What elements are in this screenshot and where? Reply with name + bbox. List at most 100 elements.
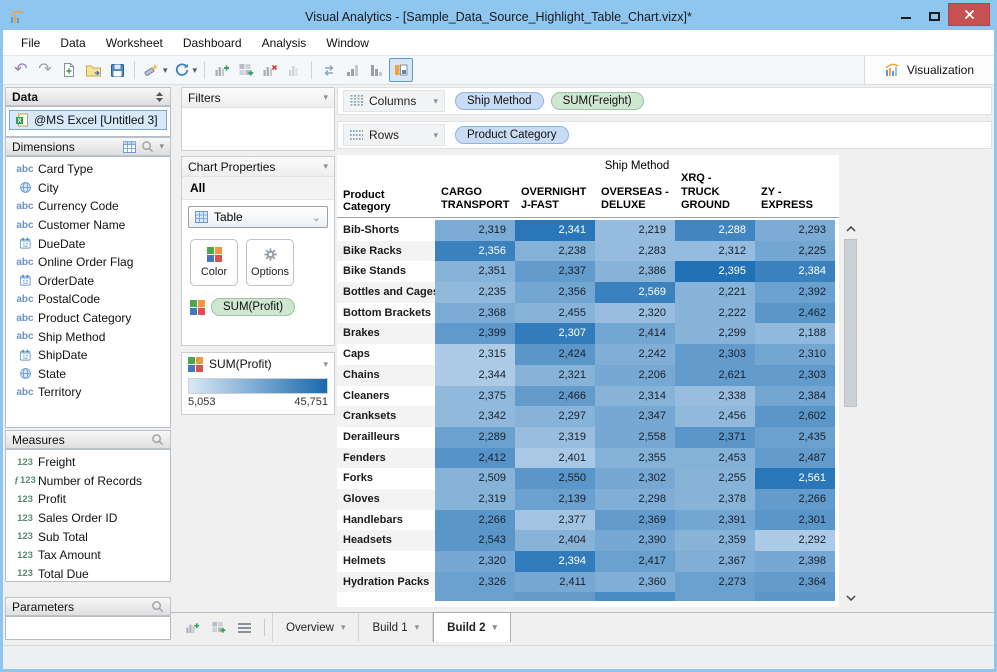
cell-gloves-col3[interactable]: 2,298: [595, 488, 675, 510]
cell-forks-col3[interactable]: 2,302: [595, 468, 675, 489]
field-shipdate[interactable]: 12 ShipDate: [6, 346, 170, 365]
cell-cleaners-col4[interactable]: 2,338: [675, 385, 755, 407]
new-worksheet-button[interactable]: [210, 58, 234, 82]
cell-handlebars-col5[interactable]: 2,301: [755, 509, 835, 531]
cell-helmets-col4[interactable]: 2,367: [675, 551, 755, 572]
pill-ship-method[interactable]: Ship Method: [455, 92, 544, 110]
cell-brakes-col1[interactable]: 2,399: [435, 323, 515, 345]
row-label-bike-stands[interactable]: Bike Stands: [337, 261, 435, 283]
field-online-order-flag[interactable]: abc Online Order Flag: [6, 253, 170, 272]
cell-bike-stands-col2[interactable]: 2,337: [515, 261, 595, 283]
field-sub-total[interactable]: 123 Sub Total: [6, 527, 170, 546]
cell-gloves-col5[interactable]: 2,266: [755, 488, 835, 510]
save-button[interactable]: [105, 58, 129, 82]
cell-bottom-brackets-col2[interactable]: 2,455: [515, 302, 595, 324]
search-icon[interactable]: [151, 600, 164, 613]
sheet-list-button[interactable]: [231, 613, 257, 642]
field-state[interactable]: State: [6, 365, 170, 384]
cell-cranksets-col3[interactable]: 2,347: [595, 406, 675, 427]
new-dashboard-tab-button[interactable]: [205, 613, 231, 642]
cell-bike-stands-col4[interactable]: 2,395: [675, 261, 755, 283]
cell-bib-shorts-col1[interactable]: 2,319: [435, 220, 515, 241]
refresh-caret-icon[interactable]: ▾: [192, 64, 198, 75]
cell-forks-col2[interactable]: 2,550: [515, 468, 595, 489]
format-wand-caret-icon[interactable]: ▾: [163, 64, 168, 75]
view-as-table-icon[interactable]: [123, 140, 137, 153]
rows-shelf-label[interactable]: Rows ▾: [343, 124, 445, 146]
options-button[interactable]: Options: [246, 239, 294, 286]
cell-headsets-col2[interactable]: 2,404: [515, 530, 595, 551]
cell-bottom-brackets-col3[interactable]: 2,320: [595, 302, 675, 324]
row-label-caps[interactable]: Caps: [337, 344, 435, 365]
delete-sheet-button[interactable]: [258, 58, 282, 82]
color-button[interactable]: Color: [190, 239, 238, 286]
cell-chains-col3[interactable]: 2,206: [595, 364, 675, 386]
field-profit[interactable]: 123 Profit: [6, 490, 170, 509]
row-label-bike-racks[interactable]: Bike Racks: [337, 240, 435, 262]
scroll-up-button[interactable]: [843, 222, 859, 235]
cell-bike-stands-col3[interactable]: 2,386: [595, 261, 675, 283]
cell-hydration-packs-col5[interactable]: 2,364: [755, 571, 835, 593]
undo-button[interactable]: ↶: [9, 58, 33, 82]
cell-brakes-col4[interactable]: 2,299: [675, 323, 755, 345]
field-orderdate[interactable]: 12 OrderDate: [6, 272, 170, 291]
menu-item-worksheet[interactable]: Worksheet: [105, 35, 163, 50]
cell-headsets-col3[interactable]: 2,390: [595, 530, 675, 551]
column-header-overnight-j-fast[interactable]: OVERNIGHT J-FAST: [521, 185, 587, 212]
cell-bike-stands-col5[interactable]: 2,384: [755, 261, 835, 283]
cell-fenders-col1[interactable]: 2,412: [435, 447, 515, 469]
cell-derailleurs-col1[interactable]: 2,289: [435, 426, 515, 448]
cell-bike-stands-col1[interactable]: 2,351: [435, 261, 515, 283]
field-city[interactable]: City: [6, 179, 170, 198]
chevron-down-icon[interactable]: ▾: [492, 622, 498, 632]
cell-handlebars-col2[interactable]: 2,377: [515, 509, 595, 531]
row-label-hydration-packs[interactable]: Hydration Packs: [337, 571, 435, 593]
minimize-button[interactable]: [892, 3, 920, 27]
sort-descending-button[interactable]: [365, 58, 389, 82]
cell-helmets-col3[interactable]: 2,417: [595, 551, 675, 572]
row-label-gloves[interactable]: Gloves: [337, 488, 435, 510]
cell-hydration-packs-col3[interactable]: 2,360: [595, 571, 675, 593]
cell-bib-shorts-col4[interactable]: 2,288: [675, 220, 755, 241]
field-territory[interactable]: abc Territory: [6, 383, 170, 402]
cell-chains-col4[interactable]: 2,621: [675, 364, 755, 386]
cell-derailleurs-col5[interactable]: 2,435: [755, 426, 835, 448]
chevron-down-icon[interactable]: ▾: [323, 161, 328, 171]
tab-overview[interactable]: Overview ▾: [272, 613, 360, 642]
refresh-button[interactable]: [170, 58, 194, 82]
cell-fenders-col2[interactable]: 2,401: [515, 447, 595, 469]
pill-sum-freight[interactable]: SUM(Freight): [550, 92, 644, 110]
visualization-toggle[interactable]: Visualization: [863, 56, 994, 84]
cell-gloves-col1[interactable]: 2,319: [435, 488, 515, 510]
columns-shelf-label[interactable]: Columns ▾: [343, 90, 445, 112]
cell-cranksets-col4[interactable]: 2,456: [675, 406, 755, 427]
row-label-derailleurs[interactable]: Derailleurs: [337, 426, 435, 448]
menu-item-dashboard[interactable]: Dashboard: [182, 35, 242, 50]
cell-cleaners-col5[interactable]: 2,384: [755, 385, 835, 407]
cell-bottles-and-cages-col1[interactable]: 2,235: [435, 282, 515, 303]
cell-forks-col5[interactable]: 2,561: [755, 468, 835, 489]
swap-axes-button[interactable]: [317, 58, 341, 82]
row-label-brakes[interactable]: Brakes: [337, 323, 435, 345]
cell-bib-shorts-col2[interactable]: 2,341: [515, 220, 595, 241]
cell-forks-col1[interactable]: 2,509: [435, 468, 515, 489]
cell-bib-shorts-col5[interactable]: 2,293: [755, 220, 835, 241]
cell-caps-col2[interactable]: 2,424: [515, 344, 595, 365]
cell-gloves-col2[interactable]: 2,139: [515, 488, 595, 510]
close-button[interactable]: [948, 3, 990, 26]
chart-type-dropdown[interactable]: Table ⌄: [188, 206, 328, 228]
column-header-overseas-deluxe[interactable]: OVERSEAS - DELUXE: [601, 185, 669, 212]
cell-headsets-col4[interactable]: 2,359: [675, 530, 755, 551]
cell-caps-col4[interactable]: 2,303: [675, 344, 755, 365]
cell-hydration-packs-col4[interactable]: 2,273: [675, 571, 755, 593]
cell-helmets-col5[interactable]: 2,398: [755, 551, 835, 572]
row-label-headsets[interactable]: Headsets: [337, 530, 435, 551]
scrollbar-thumb[interactable]: [844, 239, 857, 407]
cell-chains-col5[interactable]: 2,303: [755, 364, 835, 386]
new-dashboard-button[interactable]: [234, 58, 258, 82]
search-icon[interactable]: [141, 140, 154, 153]
cell-cranksets-col5[interactable]: 2,602: [755, 406, 835, 427]
tab-build-1[interactable]: Build 1 ▾: [359, 613, 434, 642]
cell-derailleurs-col3[interactable]: 2,558: [595, 426, 675, 448]
pill-product-category[interactable]: Product Category: [455, 126, 569, 144]
